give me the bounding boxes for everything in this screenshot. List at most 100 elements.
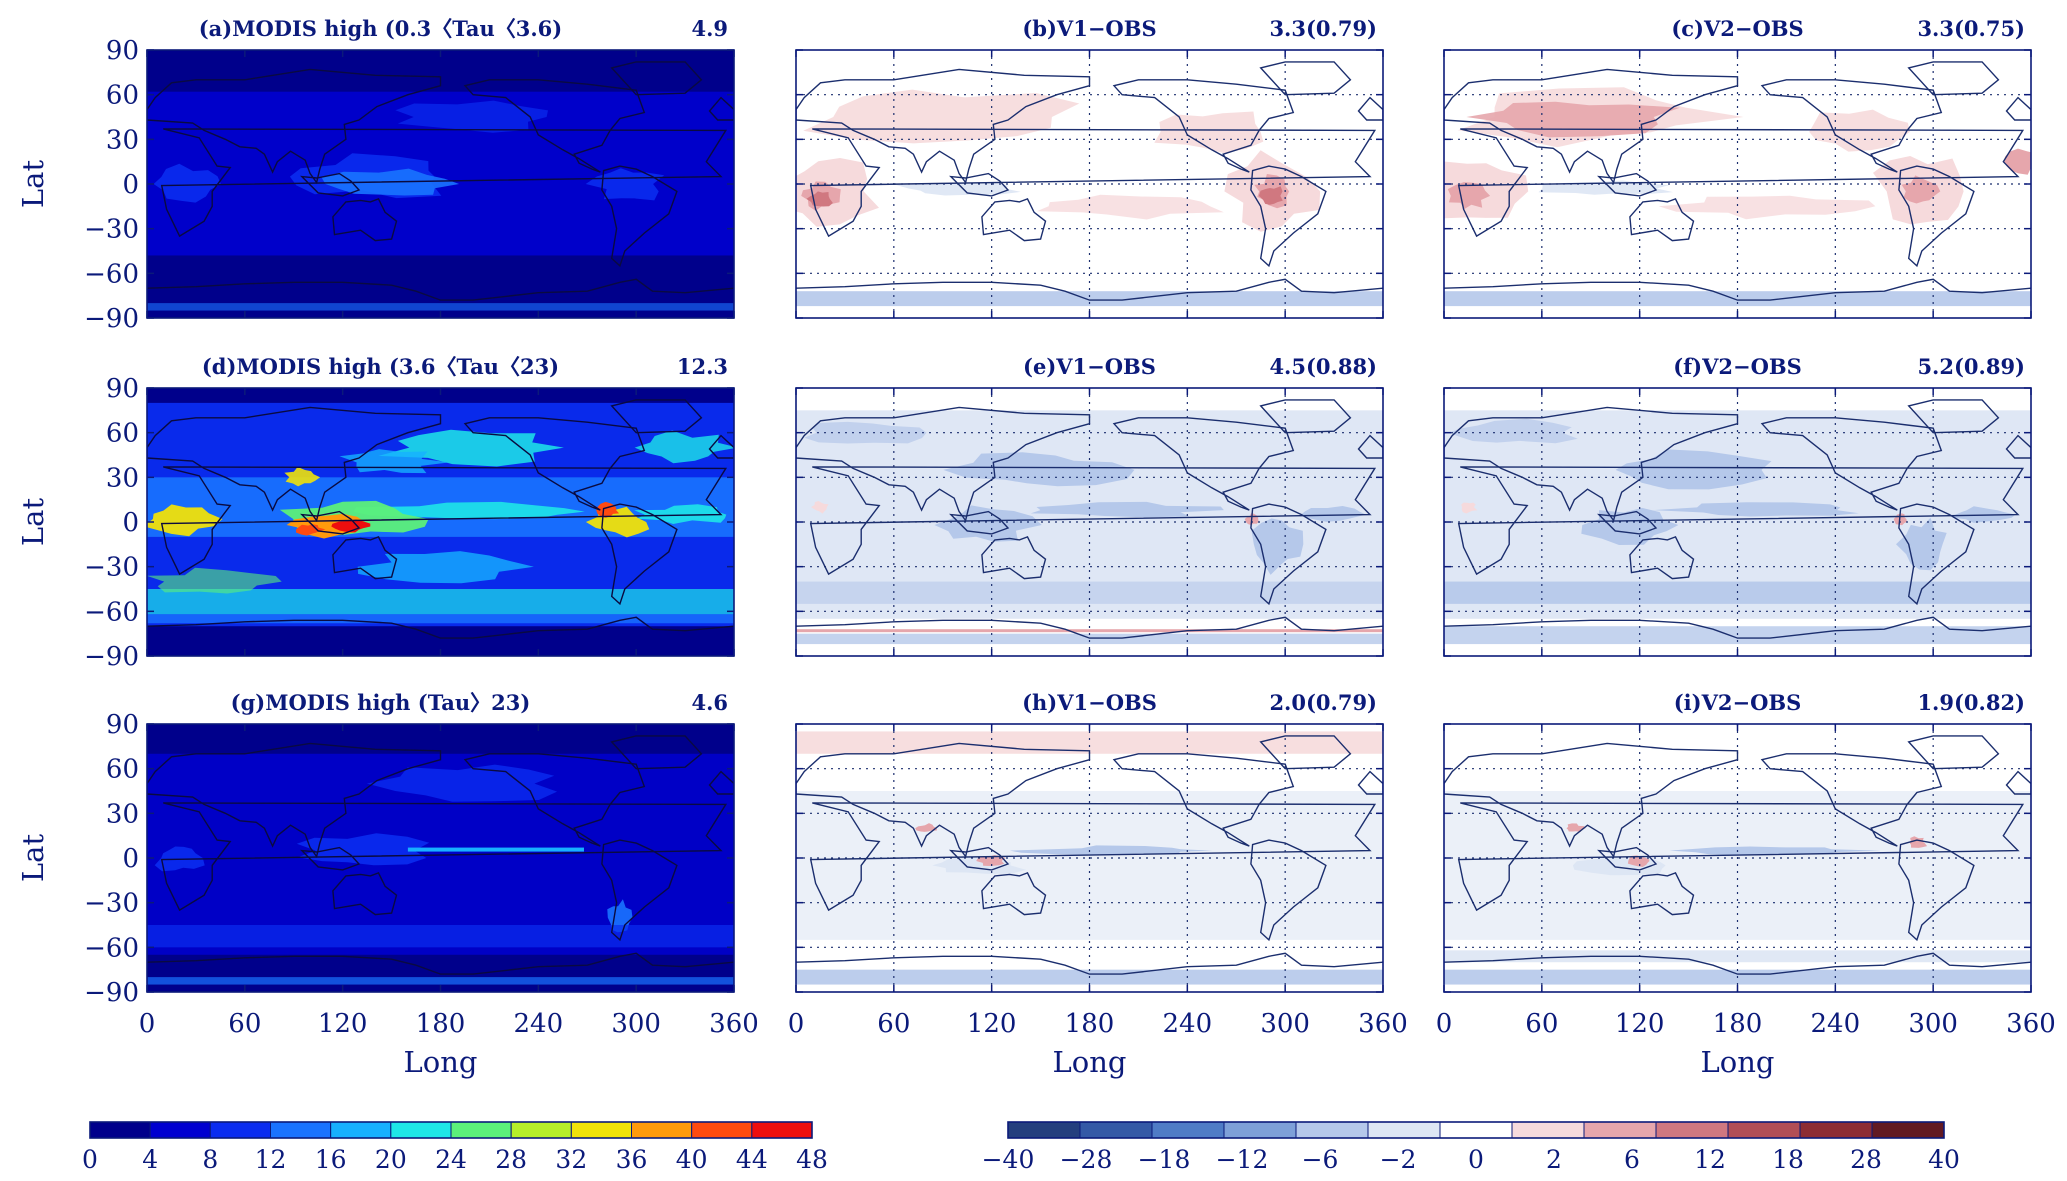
coastline-antarctica [1444,616,2031,639]
x-tick-label: 0 [788,1009,805,1039]
y-tick-label: −90 [84,642,139,672]
coastline-6 [1907,735,2000,770]
colorbar-segment [1439,1121,1513,1139]
colorbar-segment [1367,1121,1441,1139]
colorbar-segment [1727,1121,1801,1139]
y-tick-label: −30 [84,215,139,245]
y-tick-label: 60 [106,419,139,449]
coastline-2 [708,434,734,459]
colorbar-tick-label: 6 [1624,1145,1640,1174]
coastline-7 [300,510,361,535]
coastline-7 [949,846,1010,871]
coastline-4 [1898,165,1975,268]
sumatra-peak [296,524,326,536]
spcz [357,551,534,584]
coastline-5 [1760,79,1943,173]
colorbar-segment [1655,1121,1729,1139]
coastline-3 [332,536,398,580]
coastline-6 [1907,399,2000,434]
colorbar-tick-label: 40 [1928,1145,1960,1174]
y-tick-label: 0 [122,170,139,200]
panel-title: (d)MODIS high (3.6〈Tau〈23) [202,354,559,379]
tibet-cloud [284,466,321,487]
y-tick-label: 0 [122,844,139,874]
x-tick-label: 180 [1065,1009,1115,1039]
panel-statistic: 4.5(0.88) [1269,354,1377,379]
storm-track [395,100,548,133]
coastline-6 [1259,61,1352,96]
coastline-0 [160,802,728,912]
panel-d: (d)MODIS high (3.6〈Tau〈23) 12.3 90 60 30 0 −30… [16,354,735,672]
india-positive [915,823,937,832]
coastline-6 [1259,399,1352,434]
coastline-1 [796,406,1091,523]
colorbar-segment [1079,1121,1153,1139]
antarctic-negative [796,633,1383,645]
colorbar-tick-label: −40 [982,1145,1035,1174]
panel-statistic: 4.6 [691,690,728,715]
coastline-7 [949,172,1010,197]
x-tick-label: 240 [1163,1009,1213,1039]
amazon-cloud [585,168,665,201]
colorbar-diverging: −40 −28 −18 −12 −6 −2 0 2 6 12 18 28 40 [982,1121,1960,1174]
south-indian [147,567,282,594]
coastline-4 [1250,503,1327,606]
x-tick-label: 300 [1908,1009,1958,1039]
coastline-2 [1357,434,1383,459]
coastline-3 [332,872,398,916]
x-axis-label: Long [404,1045,478,1079]
map-area [796,388,1383,656]
x-tick-label: 240 [514,1009,564,1039]
coastline-5 [463,79,646,173]
spcz-positive [1036,194,1224,220]
panel-a: (a)MODIS high (0.3〈Tau〈3.6) 4.9 90 60 30 0 −30… [16,16,735,334]
x-tick-label: 120 [1615,1009,1665,1039]
coastline-1 [147,742,442,859]
coastline-1 [147,406,442,523]
colorbar-segment [209,1121,271,1139]
colorbar-tick-label: 8 [202,1145,218,1174]
coastline-5 [463,417,646,511]
coastline-2 [2005,434,2031,459]
map-area [796,724,1383,992]
y-axis-label: Lat [16,160,50,209]
y-tick-label: 0 [122,508,139,538]
coastline-5 [1112,753,1295,847]
map-area [1444,388,2031,656]
x-tick-label: 300 [611,1009,661,1039]
central-america-positive [1909,836,1928,848]
coastline-1 [1444,742,1739,859]
colorbar-segment [1223,1121,1297,1139]
samerica-positive-core [1901,175,1941,204]
coastline-4 [601,165,678,268]
y-tick-label: −90 [84,304,139,334]
congo-deep [147,504,223,537]
x-tick-label: 300 [1260,1009,1310,1039]
coastline-antarctica [796,616,1383,639]
colorbar-segment [1583,1121,1657,1139]
antarctic-strip [147,303,734,311]
colorbar-tick-label: 18 [1772,1145,1804,1174]
colorbar-tick-label: 0 [1468,1145,1484,1174]
panel-f: (f)V2−OBS 5.2(0.89) [1443,354,2032,657]
coastline-0 [1457,128,2025,238]
colorbar-tick-label: 28 [1850,1145,1882,1174]
colorbar-tick-label: 4 [142,1145,158,1174]
coastline-0 [160,466,728,576]
panel-statistic: 2.0(0.79) [1269,690,1377,715]
antarctic-strip [147,977,734,985]
amazon-strong [1258,186,1283,205]
spcz-positive [1658,195,1876,220]
map-area [147,50,734,318]
colorbar-tick-label: −2 [1380,1145,1417,1174]
colorbar-tick-label: −28 [1060,1145,1113,1174]
coastline-0 [809,128,1377,238]
antarctic-positive-line [796,629,1383,633]
colorbar-segment [510,1121,572,1139]
coastline-1 [147,68,442,185]
coastline-3 [1629,872,1695,916]
antarctic-negative [1444,626,2031,645]
x-tick-label: 120 [318,1009,368,1039]
coastline-4 [601,503,678,606]
y-tick-label: 90 [106,36,139,66]
